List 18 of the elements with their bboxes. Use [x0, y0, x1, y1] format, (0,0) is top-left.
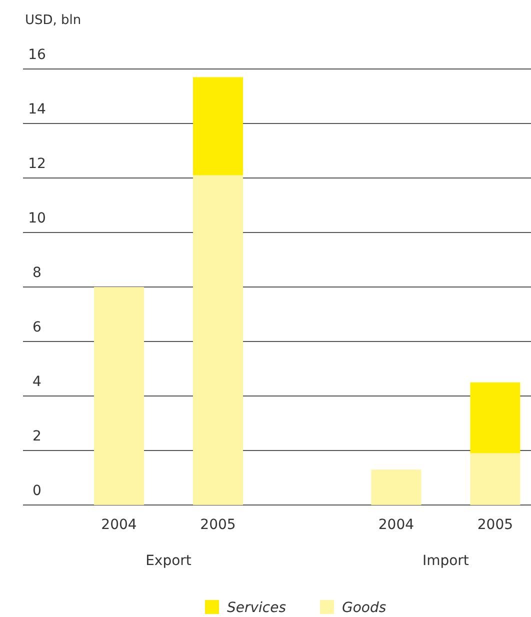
legend-label: Goods — [342, 600, 386, 616]
text: Export — [146, 553, 192, 569]
x-tick-label: 2005 — [200, 517, 236, 533]
y-tick-label: 12 — [28, 156, 46, 172]
y-tick-label: 14 — [28, 102, 46, 118]
y-tick-label: 0 — [32, 483, 42, 499]
y-axis-title: USD, bln — [25, 13, 82, 28]
y-tick-label: 8 — [32, 265, 42, 281]
x-tick-label: 2004 — [101, 517, 137, 533]
y-tick-label: 4 — [32, 374, 42, 390]
legend-label: Services — [227, 600, 286, 616]
y-tick-label: 2 — [32, 428, 42, 444]
y-tick-label: 16 — [28, 47, 46, 63]
x-tick-label: 2005 — [477, 517, 514, 533]
x-tick-label: 2004 — [378, 517, 414, 533]
y-tick-label: 10 — [28, 210, 46, 226]
y-tick-label: 6 — [32, 320, 42, 336]
text: Import — [422, 553, 470, 569]
